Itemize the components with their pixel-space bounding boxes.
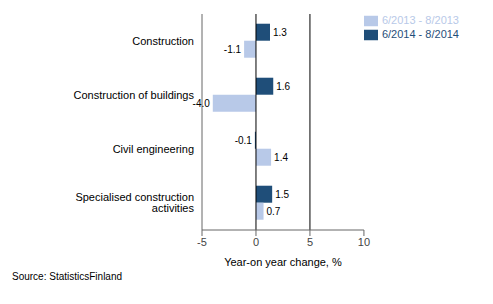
svg-text:1.5: 1.5 [275, 189, 289, 200]
svg-text:Specialised constructionactivi: Specialised constructionactivities [75, 191, 194, 214]
svg-text:5: 5 [307, 236, 313, 248]
svg-text:10: 10 [358, 236, 370, 248]
html-text:Source: StatisticsFinland: Source: StatisticsFinland [12, 271, 123, 282]
svg-text:-4.0: -4.0 [193, 98, 211, 109]
svg-text:Civil engineering: Civil engineering [113, 143, 194, 155]
svg-text:Construction: Construction [132, 35, 194, 47]
svg-text:-1.1: -1.1 [224, 44, 242, 55]
svg-text:0.7: 0.7 [267, 206, 281, 217]
html-text:6/2013 - 8/2013: 6/2013 - 8/2013 [381, 14, 459, 26]
svg-text:1.4: 1.4 [274, 152, 288, 163]
svg-text:Construction of buildings: Construction of buildings [74, 89, 195, 101]
svg-text:1.3: 1.3 [273, 27, 287, 38]
svg-text:0: 0 [253, 236, 259, 248]
svg-text:-5: -5 [197, 236, 207, 248]
svg-text:-0.1: -0.1 [235, 135, 253, 146]
svg-text:1.6: 1.6 [276, 81, 290, 92]
html-text:6/2014 - 8/2014: 6/2014 - 8/2014 [381, 28, 459, 41]
svg-text:Year-on year change, %: Year-on year change, % [224, 256, 342, 268]
